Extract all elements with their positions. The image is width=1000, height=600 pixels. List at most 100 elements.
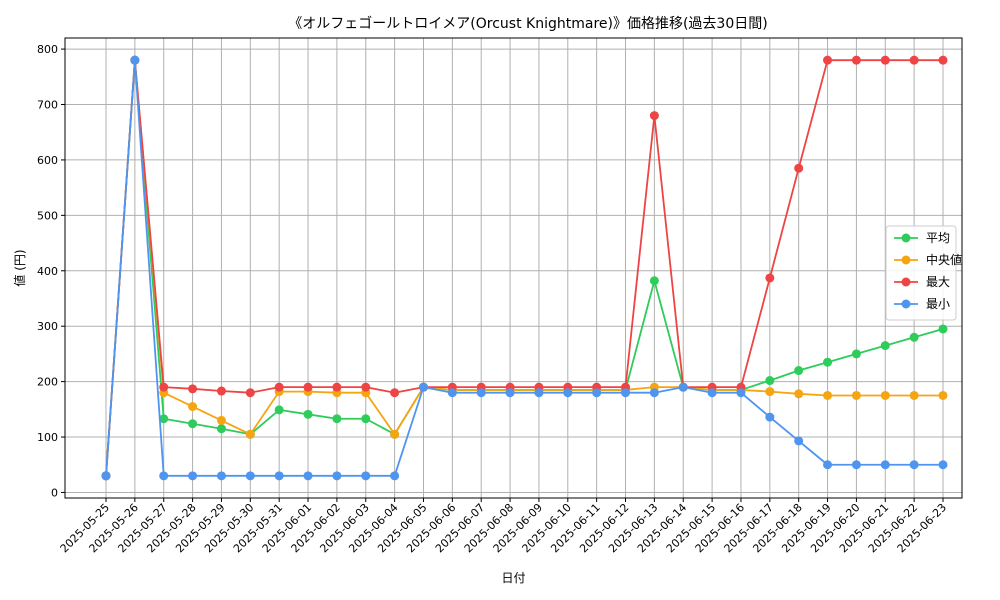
data-point bbox=[245, 388, 255, 398]
y-tick-label: 800 bbox=[37, 43, 58, 56]
data-point bbox=[909, 55, 919, 65]
data-point bbox=[823, 55, 833, 65]
legend-item: 最大 bbox=[894, 275, 950, 289]
data-point bbox=[823, 460, 833, 470]
legend-item: 最小 bbox=[894, 297, 950, 311]
series-line bbox=[105, 59, 943, 476]
data-point bbox=[447, 388, 457, 398]
data-point bbox=[274, 471, 284, 481]
data-point bbox=[794, 436, 804, 446]
data-point bbox=[188, 384, 198, 394]
data-point bbox=[159, 382, 169, 392]
legend-box bbox=[885, 225, 957, 321]
data-point bbox=[303, 409, 313, 419]
plot-area bbox=[64, 37, 963, 499]
y-tick-label: 600 bbox=[37, 154, 58, 167]
data-point bbox=[418, 382, 428, 392]
data-point bbox=[851, 349, 861, 359]
data-point bbox=[216, 424, 226, 434]
data-point bbox=[649, 388, 659, 398]
data-point bbox=[707, 388, 717, 398]
data-point bbox=[390, 388, 400, 398]
data-point bbox=[361, 414, 371, 424]
data-point bbox=[909, 332, 919, 342]
data-point bbox=[765, 273, 775, 283]
data-point bbox=[188, 471, 198, 481]
data-point bbox=[130, 55, 140, 65]
data-point bbox=[649, 276, 659, 286]
data-point bbox=[274, 382, 284, 392]
y-tick-label: 200 bbox=[37, 376, 58, 389]
data-point bbox=[303, 382, 313, 392]
data-point bbox=[159, 471, 169, 481]
legend-item: 中央値 bbox=[894, 252, 962, 267]
legend-label: 最大 bbox=[926, 275, 950, 289]
data-point bbox=[938, 55, 948, 65]
legend-label: 中央値 bbox=[926, 252, 962, 267]
series-0 bbox=[101, 55, 948, 481]
series-3 bbox=[101, 55, 948, 481]
data-point bbox=[851, 55, 861, 65]
legend-marker bbox=[901, 255, 911, 265]
data-point bbox=[592, 388, 602, 398]
legend-label: 最小 bbox=[926, 297, 950, 311]
data-point bbox=[188, 419, 198, 429]
data-point bbox=[332, 382, 342, 392]
data-point bbox=[101, 471, 111, 481]
legend-marker bbox=[901, 233, 911, 243]
y-tick-label: 300 bbox=[37, 320, 58, 333]
legend-item: 平均 bbox=[894, 231, 950, 245]
data-point bbox=[765, 376, 775, 386]
data-point bbox=[534, 388, 544, 398]
y-tick-label: 0 bbox=[51, 486, 58, 499]
data-point bbox=[880, 341, 890, 351]
data-point bbox=[909, 460, 919, 470]
data-point bbox=[159, 414, 169, 424]
data-point bbox=[880, 390, 890, 400]
data-point bbox=[245, 471, 255, 481]
data-point bbox=[332, 471, 342, 481]
legend-label: 平均 bbox=[926, 231, 950, 245]
data-point bbox=[736, 388, 746, 398]
x-axis: 2025-05-252025-05-262025-05-272025-05-28… bbox=[58, 498, 949, 555]
data-point bbox=[476, 388, 486, 398]
data-point bbox=[765, 412, 775, 422]
data-point bbox=[938, 390, 948, 400]
chart-title: 《オルフェゴールトロイメア(Orcust Knightmare)》価格推移(過去… bbox=[288, 15, 767, 32]
data-point bbox=[938, 460, 948, 470]
legend-marker bbox=[901, 299, 911, 309]
data-point bbox=[188, 402, 198, 412]
data-point bbox=[563, 388, 573, 398]
data-point bbox=[245, 429, 255, 439]
data-point bbox=[390, 471, 400, 481]
data-point bbox=[390, 429, 400, 439]
grid bbox=[65, 38, 962, 498]
data-point bbox=[216, 415, 226, 425]
data-point bbox=[678, 382, 688, 392]
data-point bbox=[909, 390, 919, 400]
data-point bbox=[794, 389, 804, 399]
data-point bbox=[823, 357, 833, 367]
data-point bbox=[621, 388, 631, 398]
data-point bbox=[361, 471, 371, 481]
data-point bbox=[851, 390, 861, 400]
data-point bbox=[880, 460, 890, 470]
data-point bbox=[216, 386, 226, 396]
data-point bbox=[649, 111, 659, 121]
data-point bbox=[332, 414, 342, 424]
data-point bbox=[361, 382, 371, 392]
data-point bbox=[880, 55, 890, 65]
data-point bbox=[274, 405, 284, 415]
data-point bbox=[303, 471, 313, 481]
data-point bbox=[823, 390, 833, 400]
series-line bbox=[105, 59, 944, 476]
series-layer bbox=[101, 55, 948, 481]
data-point bbox=[505, 388, 515, 398]
y-tick-label: 700 bbox=[37, 99, 58, 112]
data-point bbox=[794, 163, 804, 173]
series-2 bbox=[101, 55, 948, 481]
y-tick-label: 100 bbox=[37, 431, 58, 444]
data-point bbox=[216, 471, 226, 481]
data-point bbox=[938, 324, 948, 334]
